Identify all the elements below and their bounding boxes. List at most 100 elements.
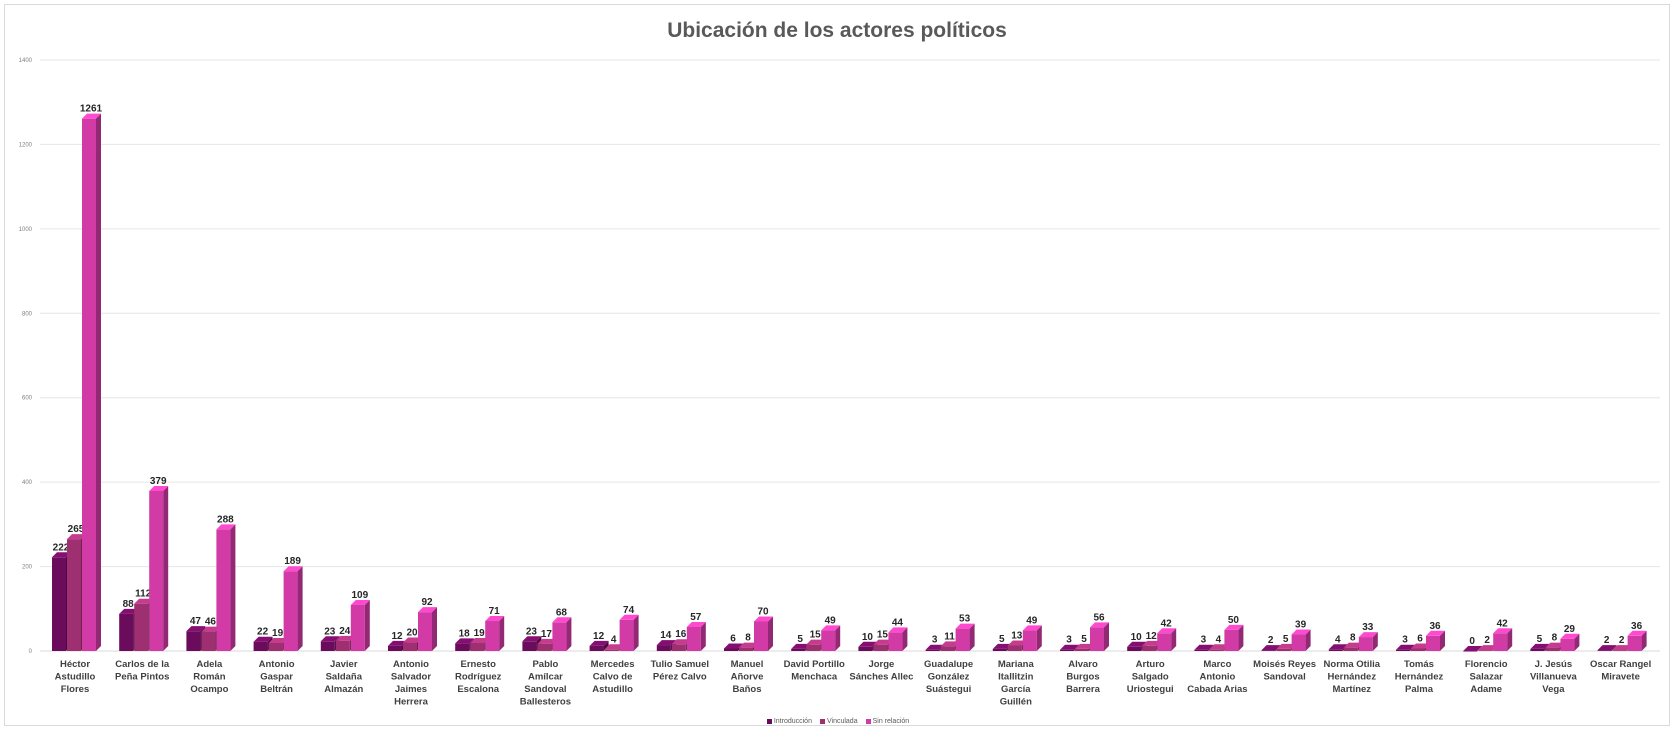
bar-top [470, 637, 490, 643]
bar-top [1142, 640, 1162, 646]
data-label: 5 [1283, 634, 1289, 645]
bar-top [754, 616, 773, 622]
data-label: 36 [1631, 621, 1643, 632]
x-tick-label: Salgado [1132, 672, 1169, 683]
y-tick-label: 200 [22, 565, 33, 571]
bar [552, 622, 567, 651]
bar-top [216, 524, 236, 530]
data-label: 13 [1011, 631, 1023, 642]
bar-top [821, 625, 841, 631]
bar-side [1440, 630, 1445, 651]
x-tick-label: Tulio Samuel [651, 659, 709, 670]
bar-top [455, 638, 475, 644]
x-tick-label: Herrera [394, 697, 429, 708]
data-label: 22 [257, 627, 269, 638]
x-tick-label: Adela [196, 659, 223, 670]
y-tick-label: 800 [22, 311, 33, 317]
bar-top [619, 614, 639, 620]
bar-top [350, 599, 370, 605]
data-label: 42 [1161, 618, 1173, 629]
bar [216, 529, 231, 651]
data-label: 10 [1131, 632, 1143, 643]
x-tick-label: Sandoval [524, 684, 566, 695]
bar-top [253, 636, 273, 642]
y-tick-label: 400 [22, 480, 33, 486]
y-tick-label: 1000 [19, 227, 33, 233]
legend-label: Vinculada [826, 718, 858, 725]
x-tick-label: Antonio [259, 659, 295, 670]
bar [522, 641, 537, 651]
legend-entry: Vinculada [819, 718, 858, 725]
bar-top [1075, 643, 1094, 649]
x-tick-label: Flores [61, 684, 90, 695]
x-tick-label: Alvaro [1068, 659, 1098, 670]
data-label: 3 [1201, 635, 1207, 646]
data-label: 47 [190, 616, 202, 627]
bar [1291, 634, 1306, 651]
data-label: 57 [690, 612, 702, 623]
data-label: 8 [745, 633, 751, 644]
x-tick-label: Barrera [1066, 684, 1101, 695]
chart-frame: Ubicación de los actores políticos [4, 4, 1670, 726]
bar-top [537, 638, 557, 644]
x-tick-label: Almazán [324, 684, 363, 695]
x-tick-label: Antonio [1199, 672, 1235, 683]
x-tick-label: Hernández [1395, 672, 1444, 683]
x-tick-label: Antonio [393, 659, 429, 670]
bar [1597, 650, 1612, 651]
bar-top [940, 641, 960, 647]
bar-top [1007, 640, 1027, 646]
bar-top [1224, 624, 1244, 630]
bar [455, 643, 470, 651]
bar-top [1194, 644, 1214, 650]
bar [686, 626, 701, 651]
bar-top [1157, 628, 1177, 634]
bar [1090, 627, 1104, 651]
data-label: 4 [1335, 634, 1341, 645]
bar [52, 557, 66, 651]
data-label: 6 [730, 633, 736, 644]
y-tick-label: 1400 [19, 58, 33, 64]
x-tick-label: González [928, 672, 970, 683]
bar [806, 644, 821, 651]
x-tick-label: Itallitzin [998, 672, 1034, 683]
x-tick-label: Manuel [731, 659, 764, 670]
x-tick-label: Pablo [532, 659, 558, 670]
chart-title: Ubicación de los actores políticos [667, 19, 1007, 42]
x-tick-label: Miravete [1601, 672, 1640, 683]
bar [1022, 630, 1037, 651]
bar-top [1426, 630, 1445, 636]
bar [470, 642, 485, 651]
bar [1530, 648, 1545, 651]
bar-side [1036, 625, 1042, 651]
bar-top [418, 607, 437, 613]
bar-top [888, 627, 908, 633]
bar-top [388, 640, 407, 646]
bar-top [724, 643, 743, 649]
bar-top [1276, 643, 1296, 649]
data-label: 112 [135, 589, 152, 600]
bar [350, 604, 365, 651]
x-tick-label: Rodríguez [455, 672, 502, 683]
bar-top [1560, 633, 1580, 639]
bar [485, 621, 500, 651]
data-label: 109 [351, 590, 368, 601]
data-label: 46 [205, 617, 217, 628]
x-tick-label: Pérez Calvo [653, 672, 707, 683]
bar [1276, 648, 1291, 651]
x-tick-label: Salazar [1470, 672, 1504, 683]
bar [1194, 649, 1209, 651]
bar-top [1627, 630, 1647, 636]
bar-top [52, 552, 71, 558]
bar [1343, 647, 1358, 651]
bar [149, 491, 164, 651]
bar [1127, 646, 1142, 651]
x-tick-label: Menchaca [791, 672, 838, 683]
data-label: 29 [1564, 624, 1576, 635]
bar [1612, 650, 1627, 651]
bar-top [1060, 644, 1079, 650]
bar [1261, 650, 1276, 651]
x-tick-label: Calvo de [593, 672, 633, 683]
bar [724, 648, 738, 651]
